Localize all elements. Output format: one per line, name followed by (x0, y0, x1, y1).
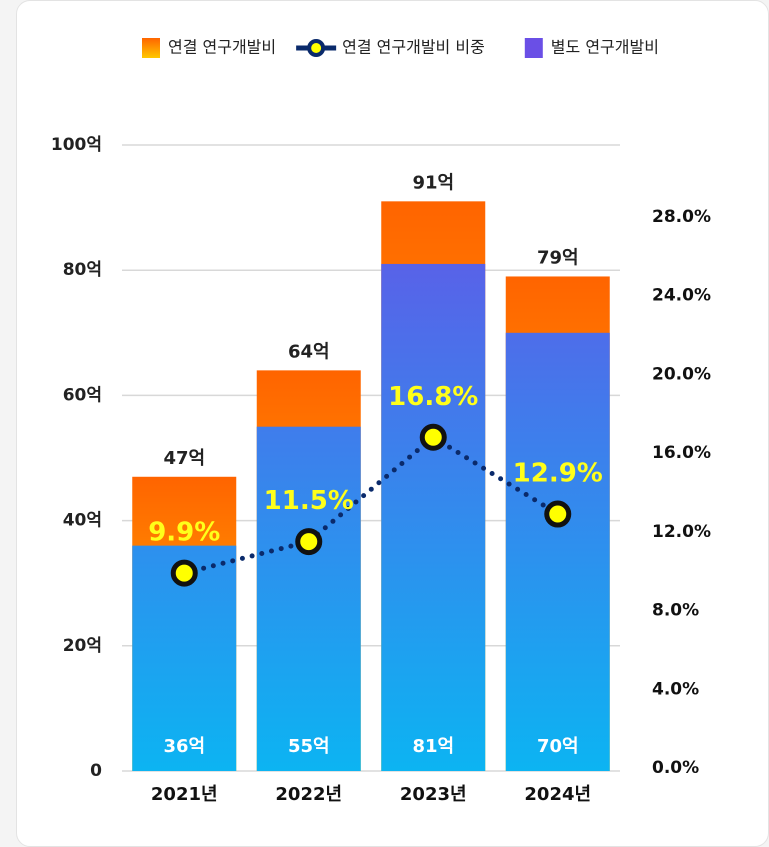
bar (381, 263, 486, 771)
x-tick-label: 2021년 (151, 784, 218, 805)
value-label: 47억 (163, 448, 205, 469)
legend-item: 연결 연구개발비 비중 (296, 38, 485, 57)
x-tick-label: 2024년 (524, 784, 591, 805)
y2-tick-label: 28.0% (652, 207, 711, 227)
value-label: 36억 (163, 736, 205, 757)
value-label: 64억 (288, 341, 330, 362)
bar (505, 332, 610, 771)
legend-item: 연결 연구개발비 (142, 38, 276, 58)
y2-tick-label: 16.0% (652, 443, 711, 463)
legend-swatch (524, 38, 543, 58)
legend-label: 별도 연구개발비 (551, 38, 659, 57)
y-tick-label: 0 (90, 761, 102, 781)
y-tick-label: 20억 (63, 636, 102, 656)
y2-tick-label: 8.0% (652, 601, 699, 621)
line (181, 434, 561, 576)
legend-swatch (307, 39, 326, 57)
x-tick-label: 2023년 (400, 784, 467, 805)
legend-swatch (142, 38, 160, 58)
value-label: 11.5% (264, 486, 354, 516)
value-label: 9.9% (148, 518, 220, 548)
line-point (170, 559, 198, 587)
value-label: 70억 (537, 736, 579, 757)
value-label: 55억 (288, 736, 330, 757)
x-tick-label: 2022년 (275, 784, 342, 805)
legend-label: 연결 연구개발비 비중 (342, 38, 485, 57)
value-label: 79억 (537, 247, 579, 268)
y-tick-label: 60억 (63, 385, 102, 405)
bar (256, 426, 361, 771)
value-label: 91억 (412, 172, 454, 193)
y-tick-label: 100억 (51, 135, 102, 155)
value-label: 81억 (412, 736, 454, 757)
y-tick-label: 80억 (63, 260, 102, 280)
value-label: 12.9% (513, 459, 603, 489)
y2-tick-label: 20.0% (652, 364, 711, 384)
y-tick-label: 40억 (63, 511, 102, 531)
line-point (419, 423, 447, 451)
line-point (544, 500, 572, 528)
y2-tick-label: 4.0% (652, 679, 699, 699)
y2-tick-label: 0.0% (652, 758, 699, 778)
legend-item: 별도 연구개발비 (524, 38, 659, 58)
line-point (295, 528, 323, 556)
y2-tick-label: 24.0% (652, 286, 711, 306)
legend-label: 연결 연구개발비 (168, 38, 276, 57)
value-label: 16.8% (388, 382, 478, 412)
y2-tick-label: 12.0% (652, 522, 711, 542)
